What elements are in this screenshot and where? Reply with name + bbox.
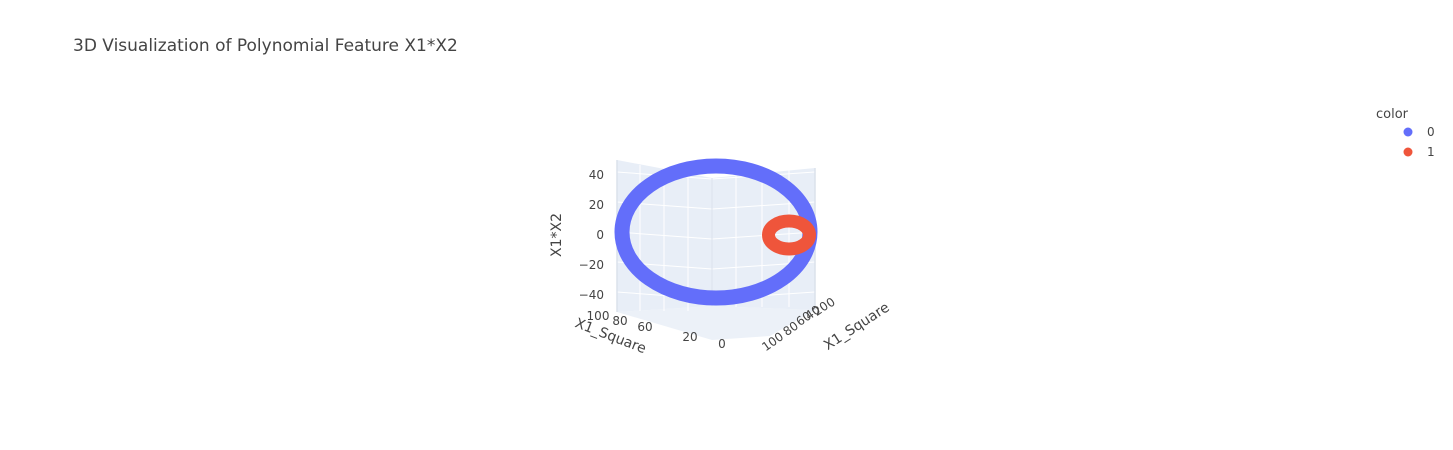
x-tick-4: 20 — [682, 330, 697, 344]
z-axis-label: X1*X2 — [549, 213, 565, 257]
legend: color 0 1 — [1376, 107, 1435, 159]
legend-marker-0 — [1403, 127, 1413, 137]
z-tick-0: 40 — [589, 168, 604, 182]
legend-label-1: 1 — [1427, 145, 1435, 159]
legend-title: color — [1376, 107, 1409, 122]
legend-marker-1 — [1403, 147, 1413, 157]
data-rings — [614, 158, 818, 306]
z-tick-4: −40 — [579, 288, 604, 302]
x-tick-1: 80 — [612, 314, 627, 328]
x-tick-2: 60 — [637, 320, 652, 334]
z-tick-2: 0 — [596, 228, 604, 242]
x-tick-5: 0 — [718, 337, 726, 351]
legend-label-0: 0 — [1427, 125, 1435, 139]
legend-item-1[interactable]: 1 — [1403, 145, 1435, 159]
z-tick-3: −20 — [579, 258, 604, 272]
floor-plane — [617, 306, 815, 340]
legend-item-0[interactable]: 0 — [1403, 125, 1435, 139]
x-tick-0: 100 — [587, 309, 610, 323]
ring-series-1 — [762, 214, 816, 256]
z-tick-1: 20 — [589, 198, 604, 212]
chart-title: 3D Visualization of Polynomial Feature X… — [73, 36, 458, 56]
